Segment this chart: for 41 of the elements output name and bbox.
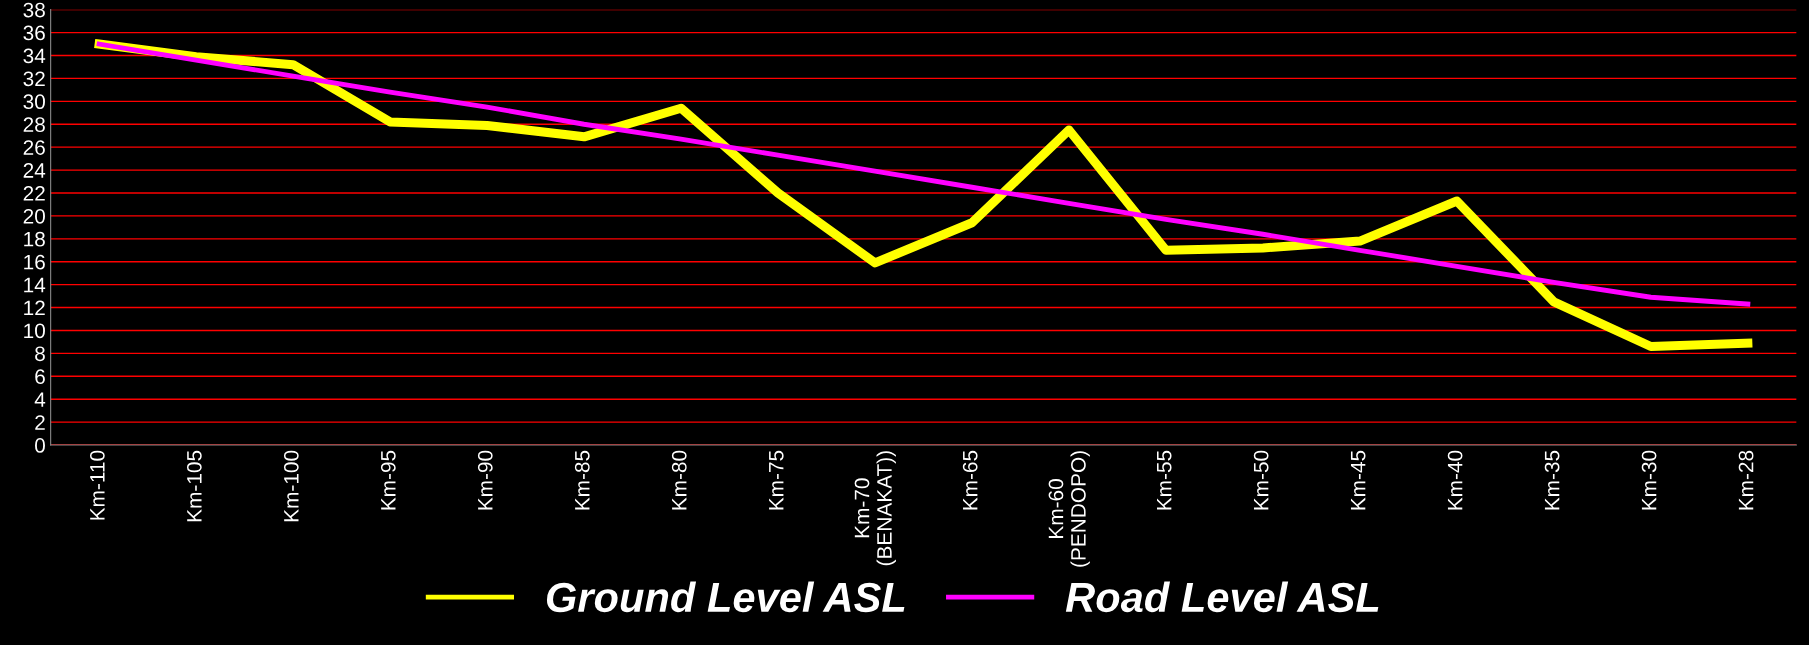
x-tick-label: Km-65 <box>962 450 978 510</box>
y-tick-label: 4 <box>34 392 46 407</box>
x-tick-label: Km-28 <box>1738 450 1754 510</box>
y-tick-label: 2 <box>35 415 45 430</box>
x-tick-label: Km-95 <box>380 450 396 510</box>
y-tick-label: 16 <box>24 254 45 270</box>
x-tick-label: Km-35 <box>1544 450 1560 510</box>
y-tick-label: 32 <box>23 71 45 87</box>
y-tick-label: 10 <box>24 323 45 339</box>
y-tick-label: 20 <box>23 208 45 224</box>
legend-label: Ground Level ASL <box>546 581 905 613</box>
x-tick-label: Km-40 <box>1447 450 1463 510</box>
y-tick-label: 18 <box>24 231 45 247</box>
y-tick-label: 34 <box>23 48 46 64</box>
x-tick-label: Km-70 (BENAKAT)) <box>854 451 896 566</box>
x-tick-label: Km-110 <box>89 450 105 520</box>
line-series <box>96 41 1751 307</box>
x-tick-label: Km-45 <box>1350 450 1366 510</box>
x-tick-label: Km-105 <box>186 450 202 522</box>
x-tick-label: Km-75 <box>769 450 784 510</box>
y-tick-label: 22 <box>23 185 45 201</box>
x-tick-label: Km-80 <box>671 450 687 510</box>
x-tick-label: Km-55 <box>1157 450 1172 510</box>
x-tick-label: Km-85 <box>574 450 590 510</box>
y-tick-label: 12 <box>24 300 45 316</box>
legend-label: Road Level ASL <box>1065 581 1379 613</box>
x-tick-label: Km-100 <box>283 450 299 522</box>
x-tick-label: Km-30 <box>1641 450 1657 510</box>
y-tick-label: 28 <box>23 117 45 132</box>
x-tick-label: Km-90 <box>477 450 493 510</box>
y-tick-label: 24 <box>23 163 46 178</box>
y-tick-label: 8 <box>35 346 45 362</box>
y-tick-label: 26 <box>23 140 45 155</box>
x-tick-label: Km-60 (PENDOPO) <box>1048 451 1090 567</box>
y-tick-label: 14 <box>24 277 46 293</box>
x-tick-label: Km-50 <box>1253 450 1269 510</box>
y-tick-label: 30 <box>23 94 45 110</box>
y-tick-label: 0 <box>35 438 45 453</box>
y-tick-label: 6 <box>35 369 45 385</box>
y-tick-label: 36 <box>23 25 45 41</box>
y-tick-label: 38 <box>23 2 45 18</box>
